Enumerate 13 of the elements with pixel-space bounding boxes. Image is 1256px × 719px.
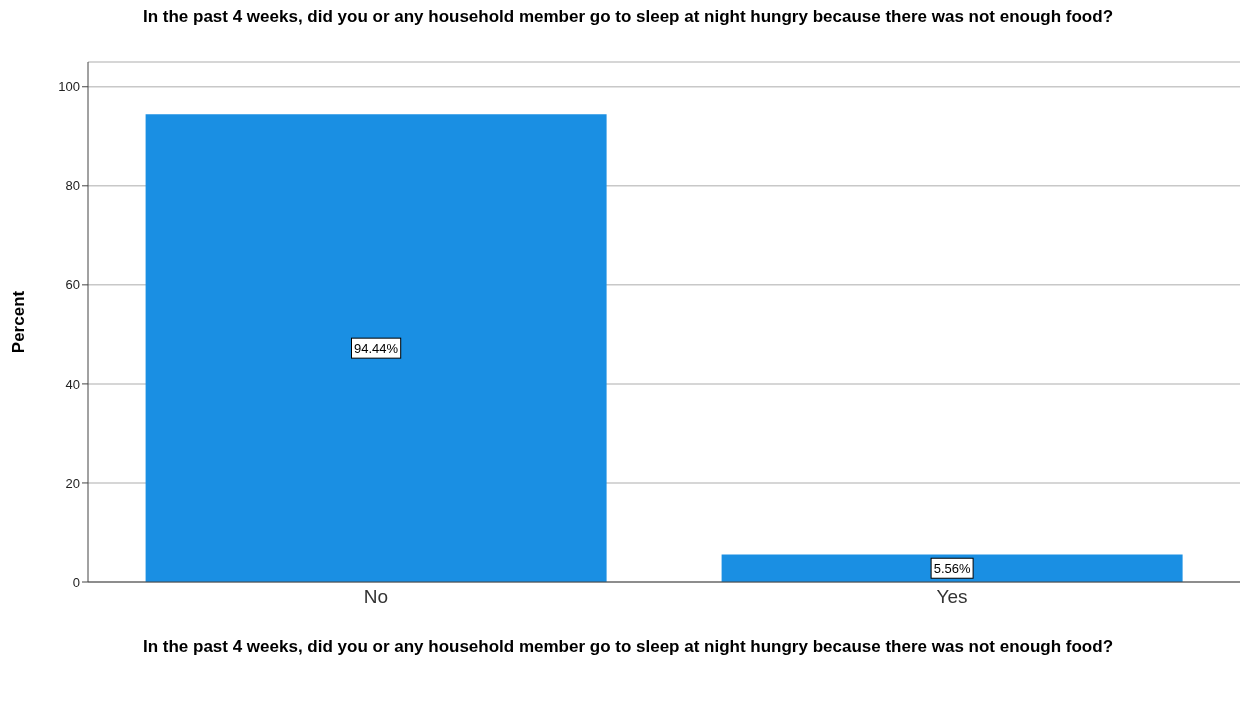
y-axis-title: Percent (9, 290, 29, 354)
x-tick-label: No (363, 586, 389, 608)
y-tick-label: 40 (65, 376, 80, 392)
y-tick-label: 0 (72, 574, 80, 590)
y-tick-label: 80 (65, 178, 80, 194)
chart-title: In the past 4 weeks, did you or any household member go to sleep at night hungry because there was not enough food? (141, 7, 1115, 28)
data-label: 5.56% (933, 560, 971, 576)
x-tick-label: Yes (936, 586, 968, 608)
x-axis-title: In the past 4 weeks, did you or any household member go to sleep at night hungry because there was not enough food? (141, 637, 1115, 656)
y-tick-label: 20 (65, 475, 80, 491)
y-tick-label: 100 (58, 79, 80, 95)
data-label: 94.44% (354, 340, 399, 356)
y-tick-label: 60 (65, 277, 80, 293)
